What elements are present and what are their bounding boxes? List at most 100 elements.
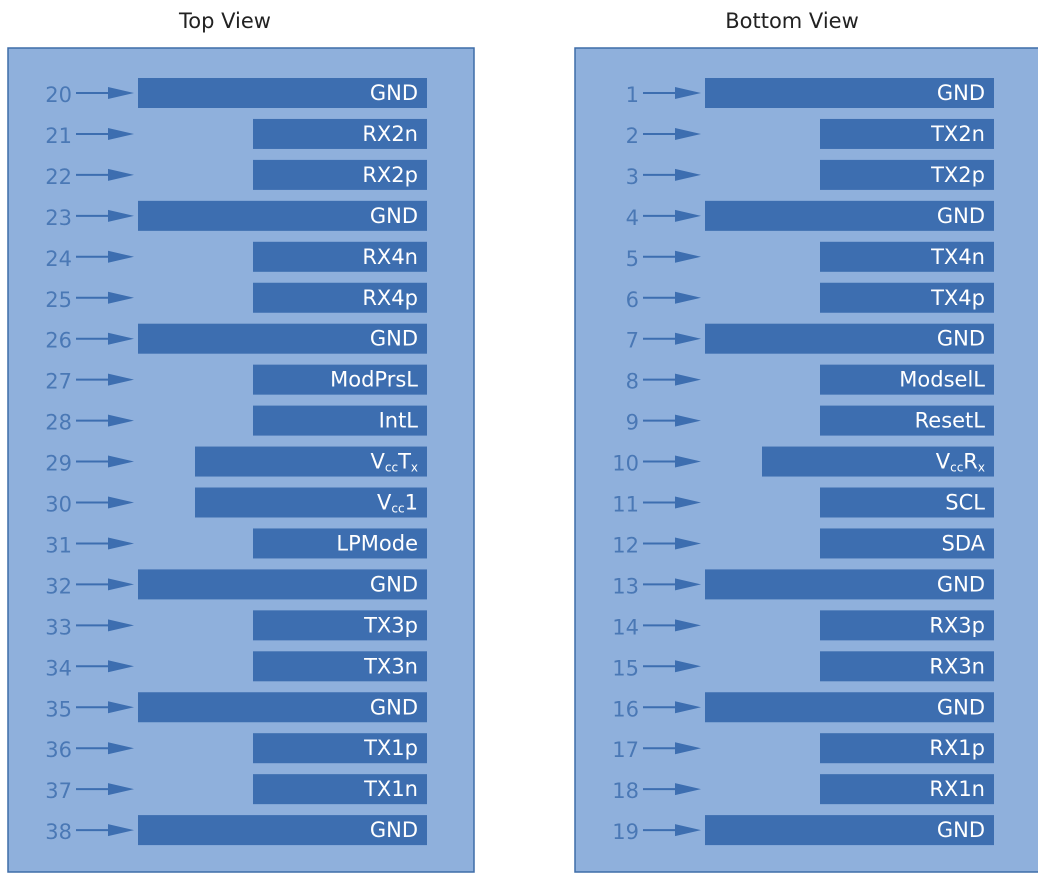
pin-number: 17 — [612, 738, 639, 762]
pin-label: GND — [937, 204, 985, 228]
pin-label: GND — [937, 81, 985, 105]
pin-label-part: x — [411, 460, 418, 474]
pin-label-part: T — [397, 450, 411, 474]
pin-number: 8 — [626, 370, 639, 394]
pin-bar — [705, 692, 994, 723]
arrow-head — [675, 209, 701, 222]
pin-bar — [820, 487, 994, 518]
pin-label: GND — [370, 327, 418, 351]
pin-label: RX3n — [929, 654, 985, 678]
arrow-head — [675, 742, 701, 755]
pin-number: 15 — [612, 656, 639, 680]
pin-label: RX4n — [362, 245, 418, 269]
pin-bar — [253, 241, 427, 272]
pin-label: GND — [937, 695, 985, 719]
pin-bar — [138, 200, 427, 231]
pin-number: 34 — [45, 656, 72, 680]
pin-label: TX4p — [930, 286, 985, 310]
pin-number: 19 — [612, 820, 639, 844]
arrow-head — [108, 496, 134, 509]
arrow-head — [675, 87, 701, 99]
arrow-head — [108, 619, 134, 632]
pin-bar — [253, 610, 427, 641]
arrow-head — [108, 660, 134, 673]
pin-label-part: cc — [950, 460, 963, 474]
pin-label: SCL — [945, 491, 985, 515]
pin-label: LPMode — [336, 531, 418, 555]
arrow-head — [675, 250, 701, 263]
arrow-head — [108, 332, 134, 345]
pin-label: VccTx — [370, 450, 418, 475]
pin-label: TX1n — [363, 777, 418, 801]
arrow-head — [108, 701, 134, 714]
pin-bar — [820, 651, 994, 682]
pin-bar — [705, 200, 994, 231]
arrow-head — [108, 209, 134, 222]
pin-number: 37 — [45, 779, 72, 803]
arrow-head — [108, 291, 134, 304]
pin-bar — [253, 159, 427, 190]
pin-label: ResetL — [915, 409, 986, 433]
pin-bar — [820, 405, 994, 436]
pin-label-part: V — [377, 491, 392, 515]
pin-bar — [705, 815, 994, 846]
pin-label-part: V — [936, 450, 951, 474]
pin-bar — [253, 405, 427, 436]
pin-bar — [253, 651, 427, 682]
pin-number: 21 — [45, 124, 72, 148]
arrow-head — [108, 742, 134, 755]
pin-label: RX1n — [929, 777, 985, 801]
pin-number: 20 — [45, 83, 72, 107]
arrow-head — [675, 660, 701, 673]
pin-bar — [705, 569, 994, 600]
pin-number: 25 — [45, 288, 72, 312]
arrow-head — [108, 127, 134, 140]
pin-bar — [820, 364, 994, 395]
pin-label: VccRx — [936, 450, 985, 475]
arrow-head — [675, 373, 701, 386]
pin-bar — [820, 118, 994, 149]
pin-number: 27 — [45, 370, 72, 394]
panel-title: Top View — [178, 9, 271, 33]
pin-label: GND — [937, 572, 985, 596]
pin-bar — [253, 282, 427, 313]
pin-label-part: V — [370, 450, 385, 474]
arrow-head — [675, 332, 701, 345]
pin-label: GND — [370, 818, 418, 842]
arrow-head — [675, 701, 701, 714]
pin-number: 3 — [626, 165, 639, 189]
pin-bar — [820, 774, 994, 805]
panel-title: Bottom View — [725, 9, 859, 33]
pin-number: 10 — [612, 452, 639, 476]
pin-label-part: x — [978, 460, 985, 474]
pin-bar — [138, 569, 427, 600]
pin-number: 4 — [626, 206, 639, 230]
pin-number: 5 — [626, 247, 639, 271]
pin-bar — [138, 692, 427, 723]
pin-bar — [820, 159, 994, 190]
pin-bar — [253, 528, 427, 559]
pin-bar — [705, 78, 994, 108]
pin-bar — [762, 446, 994, 477]
pin-label-part: cc — [391, 501, 404, 515]
pin-label: TX2p — [930, 163, 985, 187]
pin-label-part: cc — [385, 460, 398, 474]
arrow-head — [108, 455, 134, 468]
pin-number: 29 — [45, 452, 72, 476]
pin-label: GND — [370, 81, 418, 105]
pin-label: GND — [937, 818, 985, 842]
pin-number: 9 — [626, 411, 639, 435]
arrow-head — [675, 619, 701, 632]
arrow-head — [675, 496, 701, 509]
pin-label: RX2p — [362, 163, 418, 187]
arrow-head — [108, 578, 134, 591]
pin-number: 12 — [612, 533, 639, 557]
pin-bar — [820, 528, 994, 559]
pin-number: 33 — [45, 615, 72, 639]
arrow-head — [675, 168, 701, 181]
pin-bar — [195, 446, 427, 477]
arrow-head — [108, 250, 134, 263]
pin-number: 14 — [612, 615, 639, 639]
arrow-head — [675, 127, 701, 140]
